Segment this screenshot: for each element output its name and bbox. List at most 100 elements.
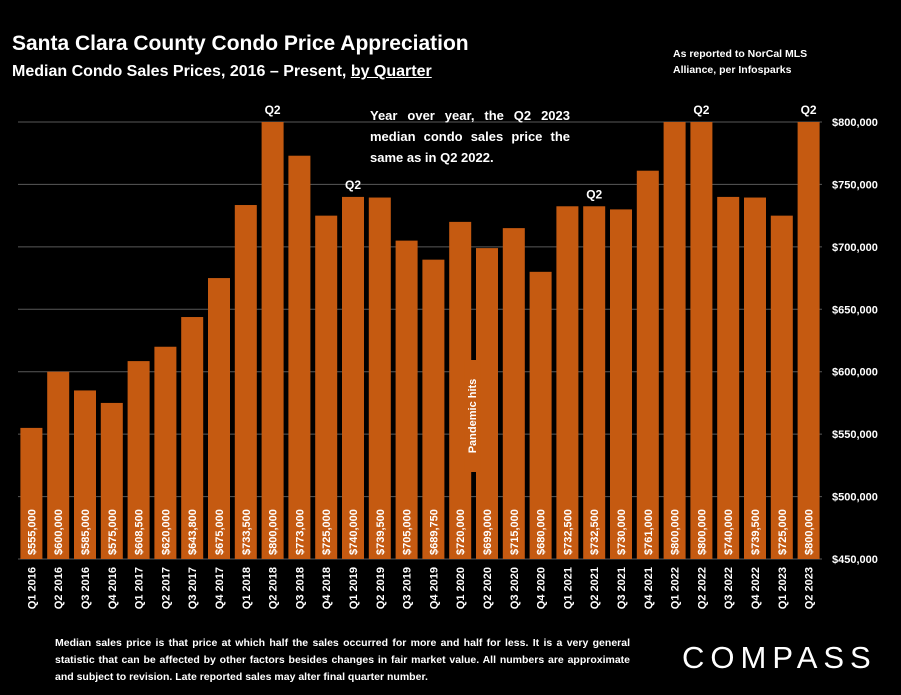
bar <box>636 170 659 560</box>
data-label: $739,500 <box>750 509 762 555</box>
peak-label: Q2 <box>801 103 817 117</box>
data-label: $740,000 <box>348 509 360 555</box>
bar <box>100 402 123 559</box>
x-tick-label: Q1 2023 <box>777 567 789 609</box>
bar <box>690 122 713 559</box>
peak-label: Q2 <box>265 103 281 117</box>
x-tick-label: Q1 2019 <box>348 567 360 609</box>
bar <box>47 371 70 559</box>
x-tick-label: Q2 2021 <box>589 567 601 609</box>
peak-label: Q2 <box>586 187 602 201</box>
x-tick-label: Q3 2018 <box>294 567 306 609</box>
data-label: $689,750 <box>428 509 440 555</box>
x-tick-label: Q1 2021 <box>562 567 574 609</box>
bar <box>583 206 606 559</box>
x-tick-label: Q1 2022 <box>670 567 682 609</box>
data-label: $739,500 <box>375 509 387 555</box>
bar <box>234 205 257 559</box>
bar <box>395 240 418 559</box>
data-label: $733,500 <box>241 509 253 555</box>
x-tick-label: Q3 2020 <box>509 567 521 609</box>
event-marker <box>464 360 481 472</box>
data-label: $800,000 <box>804 509 816 555</box>
event-label: Pandemic hits <box>467 379 479 454</box>
grid-layer <box>18 121 822 560</box>
footnote: Median sales price is that price at whic… <box>55 637 630 683</box>
x-tick-label: Q4 2021 <box>643 567 655 609</box>
x-tick-label: Q3 2019 <box>402 567 414 609</box>
x-tick-label: Q1 2018 <box>241 567 253 609</box>
x-tick-label: Q3 2016 <box>80 567 92 609</box>
data-label: $725,000 <box>321 509 333 555</box>
data-label: $575,000 <box>107 509 119 555</box>
x-tick-label: Q2 2016 <box>53 567 65 609</box>
y-tick-label: $450,000 <box>832 554 878 566</box>
data-label: $730,000 <box>616 509 628 555</box>
data-label: $699,000 <box>482 509 494 555</box>
x-tick-label: Q3 2022 <box>723 567 735 609</box>
data-label: $680,000 <box>536 509 548 555</box>
data-label: $800,000 <box>268 509 280 555</box>
subtitle-text: Median Condo Sales Prices, 2016 – Presen… <box>12 63 351 80</box>
bar <box>449 221 472 559</box>
bar <box>154 346 177 559</box>
data-label: $800,000 <box>670 509 682 555</box>
data-label: $555,000 <box>26 509 38 555</box>
y-tick-label: $700,000 <box>832 242 878 254</box>
peak-label: Q2 <box>693 103 709 117</box>
source-line-1: As reported to NorCal MLS <box>673 48 808 60</box>
bar <box>127 361 150 559</box>
bar <box>529 271 552 559</box>
data-label: $732,500 <box>562 509 574 555</box>
y-tick-label: $750,000 <box>832 179 878 191</box>
x-tick-label: Q4 2020 <box>536 567 548 609</box>
x-tick-label: Q2 2019 <box>375 567 387 609</box>
data-label: $643,800 <box>187 509 199 555</box>
x-tick-label: Q4 2022 <box>750 567 762 609</box>
chart-title: Santa Clara County Condo Price Appreciat… <box>12 32 469 55</box>
data-label: $715,000 <box>509 509 521 555</box>
y-tick-label: $600,000 <box>832 367 878 379</box>
bar <box>368 197 391 559</box>
peak-label: Q2 <box>345 178 361 192</box>
x-tick-label: Q3 2021 <box>616 567 628 609</box>
x-tick-label: Q1 2020 <box>455 567 467 609</box>
x-tick-label: Q2 2022 <box>696 567 708 609</box>
y-tick-label: $800,000 <box>832 117 878 129</box>
data-label: $725,000 <box>777 509 789 555</box>
y-tick-label: $500,000 <box>832 492 878 504</box>
x-tick-label: Q2 2018 <box>268 567 280 609</box>
bar <box>342 196 364 559</box>
compass-logo: COMPASS <box>682 640 877 675</box>
x-tick-label: Q4 2017 <box>214 567 226 609</box>
chart-subtitle: Median Condo Sales Prices, 2016 – Presen… <box>12 63 432 81</box>
data-label: $620,000 <box>160 509 172 555</box>
data-label: $773,000 <box>294 509 306 555</box>
data-label: $720,000 <box>455 509 467 555</box>
bar-layer <box>20 122 820 560</box>
bar <box>770 215 793 559</box>
x-tick-label: Q4 2016 <box>107 567 119 609</box>
label-layer: $450,000 $500,000 $550,000 $600,000 $650,000… <box>26 103 877 609</box>
y-tick-label: $650,000 <box>832 304 878 316</box>
bar <box>502 228 525 559</box>
bar <box>20 427 43 559</box>
bar <box>556 206 579 559</box>
bar <box>744 197 766 559</box>
yoy-annotation: Year over year, the Q2 2023 median condo… <box>370 108 570 165</box>
data-label: $740,000 <box>723 509 735 555</box>
bar <box>261 122 284 559</box>
data-label: $585,000 <box>80 509 92 555</box>
x-tick-label: Q2 2020 <box>482 567 494 609</box>
data-label: $761,000 <box>643 509 655 555</box>
data-label: $732,500 <box>589 509 601 555</box>
x-tick-label: Q1 2017 <box>134 567 146 609</box>
bar <box>476 248 498 559</box>
x-tick-label: Q1 2016 <box>26 567 38 609</box>
data-label: $675,000 <box>214 509 226 555</box>
bar <box>717 196 740 559</box>
data-label: $800,000 <box>696 509 708 555</box>
data-label: $600,000 <box>53 509 65 555</box>
x-tick-label: Q4 2018 <box>321 567 333 609</box>
